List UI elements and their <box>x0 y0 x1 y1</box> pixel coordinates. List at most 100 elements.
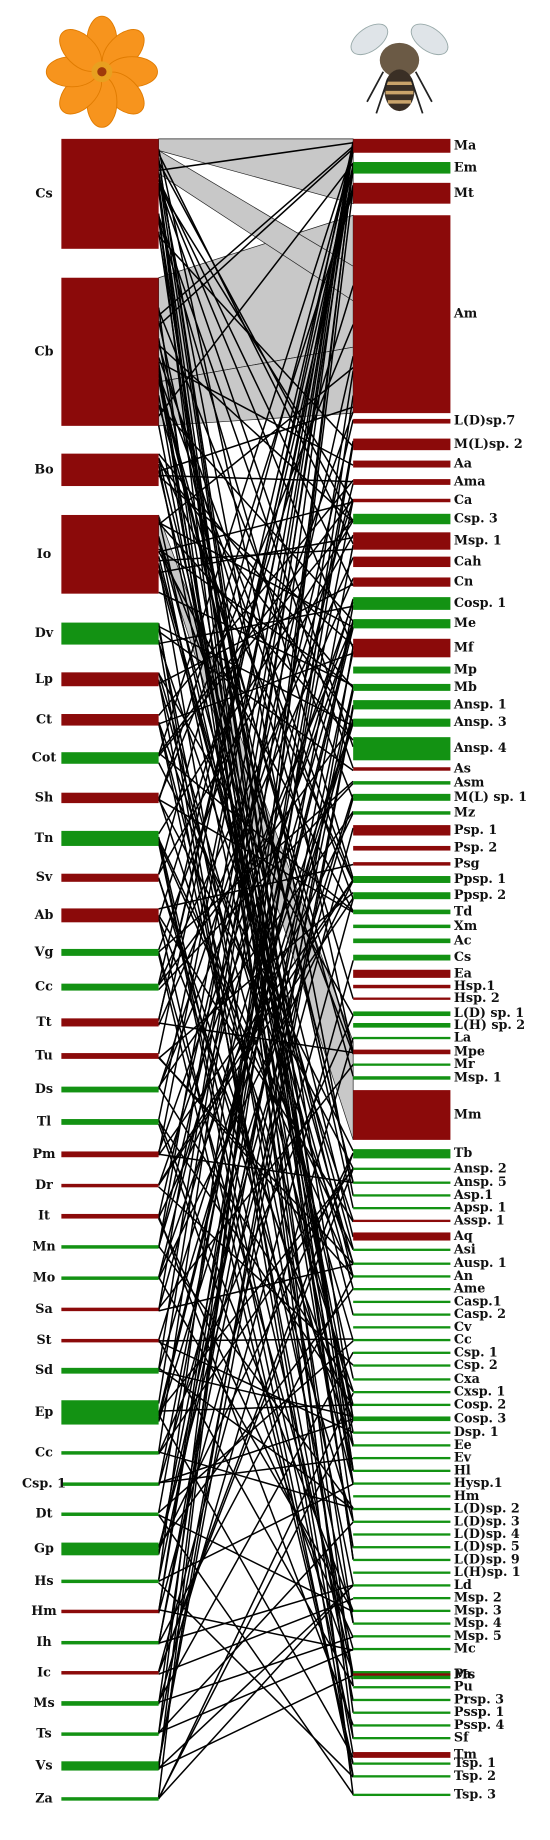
link <box>157 172 354 1196</box>
pollinator-bar <box>353 1364 451 1367</box>
link <box>157 762 354 1152</box>
link <box>158 1674 354 1770</box>
plant-bar <box>61 948 159 956</box>
plant-label: Hs <box>34 1574 53 1589</box>
pollinator-bar <box>353 1647 451 1651</box>
link <box>157 1419 354 1799</box>
plant-label: Cc <box>35 980 53 995</box>
pollinator-label: Hysp.1 <box>454 1476 503 1491</box>
plant-label: Vg <box>34 945 54 960</box>
pollinator-bar <box>353 811 451 815</box>
pollinator-bar <box>353 556 451 568</box>
pollinator-bar <box>353 1378 451 1381</box>
plant-bar <box>61 1609 159 1614</box>
pollinator-label: Hm <box>454 1489 480 1504</box>
plant-bar <box>61 1671 159 1675</box>
link <box>157 1339 354 1687</box>
link <box>158 142 354 172</box>
pollinator-bar <box>353 1300 451 1304</box>
pollinator-bar <box>353 938 451 944</box>
link <box>157 357 354 883</box>
pollinator-label: Td <box>454 904 472 919</box>
pollinator-label: L(D)sp.7 <box>454 414 515 429</box>
pollinator-bar <box>353 1546 451 1549</box>
pollinator-bar <box>353 1403 451 1407</box>
link <box>157 914 354 1223</box>
pollinator-label: Tb <box>454 1146 472 1161</box>
pollinator-bar <box>353 1456 451 1460</box>
pollinator-bar <box>353 577 451 587</box>
links <box>157 138 354 1800</box>
link <box>157 721 354 1278</box>
pollinator-bar <box>353 997 451 1000</box>
link <box>157 152 354 875</box>
plant-label: Ms <box>33 1696 54 1711</box>
pollinator-label: Csp. 1 <box>454 1345 498 1360</box>
pollinator-bar <box>353 1686 451 1689</box>
pollinator-label: Assp. 1 <box>453 1213 505 1228</box>
pollinator-label: Msp. 3 <box>454 1603 502 1618</box>
pollinator-bar <box>353 182 451 204</box>
link <box>158 1451 354 1510</box>
pollinator-label: Cs <box>454 950 471 965</box>
pollinator-label: Cosp. 2 <box>454 1397 506 1412</box>
plant-bar <box>61 1276 159 1280</box>
pollinator-bar <box>353 1444 451 1447</box>
pollinator-bar <box>353 1036 451 1040</box>
pollinator-label: Ansp. 4 <box>453 741 507 756</box>
pollinator-bar <box>353 532 451 550</box>
pollinator-bar <box>353 597 451 610</box>
link <box>158 1582 354 1778</box>
link <box>158 583 354 685</box>
pollinator-bar <box>353 1520 451 1523</box>
pollinator-bar <box>353 1181 451 1184</box>
plant-bar <box>61 1732 159 1736</box>
pollinator-label: Ame <box>453 1282 485 1297</box>
pollinator-bar <box>353 479 451 485</box>
pollinator-bar <box>353 1752 451 1758</box>
pollinator-bar <box>353 892 451 900</box>
link <box>158 1457 354 1484</box>
plant-label: Ct <box>36 712 52 727</box>
pollinator-bar <box>353 845 451 851</box>
pollinator-label: Mb <box>454 680 477 695</box>
bee-icon <box>350 23 449 114</box>
plant-label: Dr <box>35 1178 53 1193</box>
plant-label: Gp <box>34 1541 54 1556</box>
pollinator-bar <box>353 513 451 525</box>
plant-bar <box>61 138 159 249</box>
pollinator-label: Ca <box>454 493 472 508</box>
plant-bar <box>61 1512 159 1516</box>
plant-bar <box>61 672 159 687</box>
pollinator-label: Ausp. 1 <box>453 1256 507 1271</box>
pollinator-label: Ee <box>454 1438 472 1453</box>
pollinator-label: Psg <box>454 856 480 871</box>
pollinator-label: Tsp. 3 <box>454 1787 496 1802</box>
link <box>158 1636 354 1704</box>
pollinator-label: M(L) sp. 1 <box>454 790 527 805</box>
link <box>158 1521 354 1734</box>
pollinator-bar <box>353 1673 451 1676</box>
pollinator-label: Ansp. 5 <box>453 1175 507 1190</box>
link <box>157 898 354 1614</box>
pollinator-bar <box>353 1431 451 1434</box>
plant-label: Tu <box>35 1048 53 1063</box>
pollinator-label: Cn <box>454 575 473 590</box>
link <box>157 470 354 1278</box>
plant-label: Sd <box>35 1363 53 1378</box>
pollinator-label: Ansp. 3 <box>453 715 507 730</box>
link <box>158 1597 354 1675</box>
pollinator-label: Cosp. 3 <box>454 1411 507 1426</box>
pollinator-bar <box>353 1737 451 1740</box>
pollinator-bar <box>353 1533 451 1536</box>
plant-bar <box>61 908 159 923</box>
pollinator-label: Asi <box>453 1242 476 1257</box>
pollinator-bar <box>353 215 451 414</box>
pollinator-label: Csp. 2 <box>454 1358 498 1373</box>
pollinator-bar <box>353 984 451 989</box>
plant-bar <box>61 622 159 645</box>
pollinator-label: Pssp. 1 <box>454 1705 504 1720</box>
pollinator-bar <box>353 1313 451 1316</box>
plant-bar <box>61 873 159 882</box>
pollinator-bar <box>353 162 451 174</box>
